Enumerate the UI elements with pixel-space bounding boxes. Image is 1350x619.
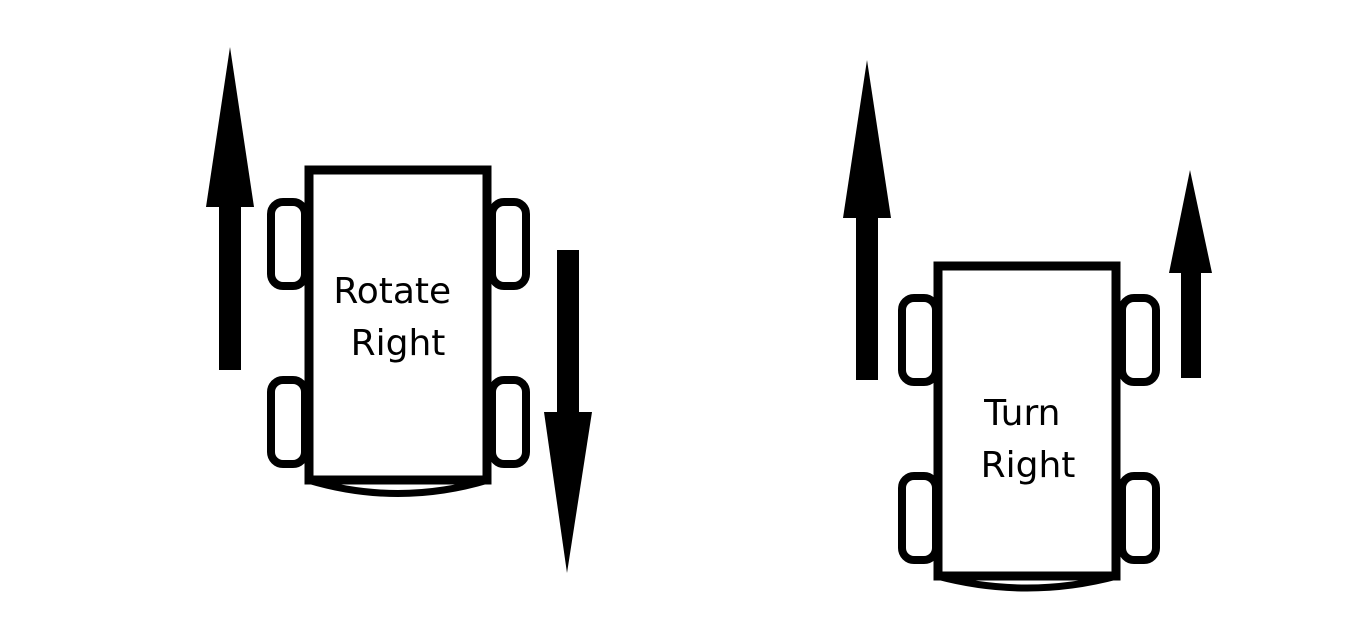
wheel-icon [1118, 472, 1160, 564]
turn-right-robot: Turn Right [898, 261, 1160, 592]
wheel-icon [898, 472, 940, 564]
rotate-right-label-line1: Rotate [333, 271, 451, 312]
rotate-right-front-bumper [306, 476, 490, 497]
rotate-right-robot: Rotate Right [267, 165, 530, 497]
turn-right-right-arrow-up [1169, 170, 1212, 378]
wheel-icon [267, 198, 309, 290]
rotate-right-right-arrow-down [544, 250, 592, 573]
turn-right-label: Turn Right [981, 393, 1076, 486]
rotate-right-chassis [304, 165, 492, 485]
turn-right-left-arrow-up [843, 60, 891, 380]
turn-right-label-line1: Turn [983, 393, 1060, 434]
wheel-icon [267, 376, 309, 468]
rotate-right-left-arrow-up [206, 47, 254, 370]
turn-right-chassis [933, 261, 1121, 581]
wheel-icon [1118, 294, 1160, 386]
wheel-icon [898, 294, 940, 386]
rotate-right-label-line2: Right [351, 323, 446, 364]
wheel-icon [488, 376, 530, 468]
wheel-icon [488, 198, 530, 290]
turn-right-front-bumper [936, 572, 1118, 592]
turn-right-label-line2: Right [981, 445, 1076, 486]
rotate-right-label: Rotate Right [333, 271, 462, 364]
